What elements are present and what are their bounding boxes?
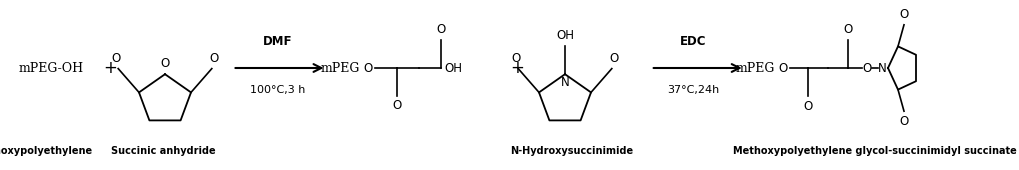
Text: DMF: DMF [263, 35, 291, 48]
Text: mPEG-OH: mPEG-OH [18, 62, 84, 74]
Text: O: O [111, 52, 120, 65]
Text: Methoxypolyethylene: Methoxypolyethylene [0, 146, 92, 156]
Text: 100°C,3 h: 100°C,3 h [250, 85, 305, 95]
Text: N: N [560, 76, 569, 89]
Text: N-Hydroxysuccinimide: N-Hydroxysuccinimide [510, 146, 632, 156]
Text: N: N [877, 62, 886, 74]
Text: O: O [392, 99, 401, 112]
Text: O: O [843, 23, 852, 36]
Text: +: + [510, 59, 524, 77]
Text: OH: OH [555, 29, 574, 42]
Text: O: O [899, 8, 908, 21]
Text: O: O [861, 62, 870, 74]
Text: 37°C,24h: 37°C,24h [666, 85, 719, 95]
Text: mPEG: mPEG [320, 62, 360, 74]
Text: Succinic anhydride: Succinic anhydride [111, 146, 215, 156]
Text: mPEG: mPEG [735, 62, 774, 74]
Text: O: O [160, 57, 169, 70]
Text: O: O [777, 62, 787, 74]
Text: +: + [103, 59, 117, 77]
Text: O: O [899, 115, 908, 128]
Text: O: O [436, 23, 445, 36]
Text: EDC: EDC [680, 35, 706, 48]
Text: O: O [803, 100, 812, 113]
Text: Methoxypolyethylene glycol-succinimidyl succinate: Methoxypolyethylene glycol-succinimidyl … [733, 146, 1016, 156]
Text: O: O [363, 62, 372, 74]
Text: O: O [512, 52, 521, 65]
Text: O: O [608, 52, 618, 65]
Text: O: O [209, 52, 218, 65]
Text: OH: OH [443, 62, 462, 74]
